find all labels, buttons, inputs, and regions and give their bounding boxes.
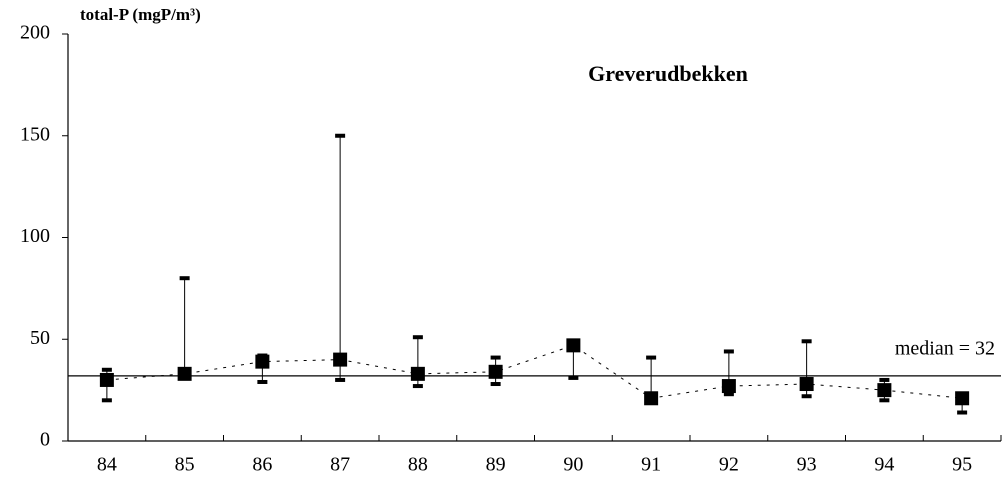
mean-marker	[955, 391, 970, 406]
mean-marker	[255, 354, 270, 369]
x-tick-label: 89	[486, 454, 506, 476]
min-cap	[723, 392, 734, 397]
max-cap	[646, 355, 657, 360]
max-cap	[801, 339, 812, 344]
max-cap	[101, 367, 112, 372]
min-cap	[957, 410, 968, 415]
x-tick-label: 90	[563, 454, 583, 476]
x-tick-label: 92	[719, 454, 739, 476]
mean-line	[106, 344, 963, 399]
y-tick-label: 0	[40, 429, 50, 451]
min-cap	[412, 384, 423, 389]
y-axis-label: total-P (mgP/m³)	[80, 5, 201, 24]
min-cap	[257, 379, 268, 384]
min-cap	[879, 398, 890, 403]
min-cap	[801, 394, 812, 399]
x-tick-label: 93	[797, 454, 817, 476]
mean-marker	[644, 391, 659, 406]
mean-marker	[721, 379, 736, 394]
max-cap	[179, 276, 190, 281]
x-tick-label: 91	[641, 454, 661, 476]
mean-marker	[333, 352, 348, 367]
max-cap	[490, 355, 501, 360]
min-cap	[568, 375, 579, 380]
min-cap	[101, 398, 112, 403]
mean-marker	[566, 338, 581, 353]
x-tick-label: 94	[874, 454, 894, 476]
max-cap	[879, 377, 890, 382]
y-tick-label: 100	[20, 225, 50, 247]
max-cap	[412, 335, 423, 340]
mean-marker	[488, 364, 503, 379]
mean-marker	[877, 383, 892, 398]
max-cap	[335, 133, 346, 138]
mean-marker	[410, 366, 425, 381]
y-tick-label: 200	[20, 22, 50, 44]
mean-marker	[799, 377, 814, 392]
x-tick-label: 85	[175, 454, 195, 476]
min-cap	[490, 382, 501, 387]
max-cap	[723, 349, 734, 354]
x-tick-label: 95	[952, 454, 972, 476]
chart-title: Greverudbekken	[588, 61, 748, 86]
median-label: median = 32	[895, 337, 995, 359]
x-tick-label: 86	[252, 454, 272, 476]
x-tick-label: 84	[97, 454, 117, 476]
mean-marker	[99, 372, 114, 387]
y-tick-label: 50	[30, 327, 50, 349]
mean-marker	[177, 366, 192, 381]
x-tick-label: 88	[408, 454, 428, 476]
min-cap	[335, 377, 346, 382]
y-tick-label: 150	[20, 123, 50, 145]
x-tick-label: 87	[330, 454, 350, 476]
